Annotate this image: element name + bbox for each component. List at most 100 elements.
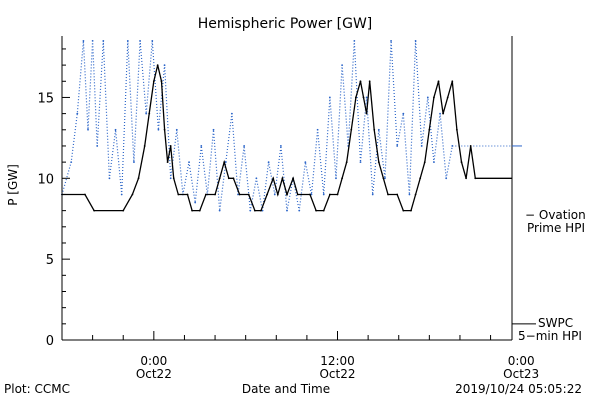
swpc-series-point (253, 209, 256, 212)
swpc-series-point (191, 209, 194, 212)
ovation-series-point (91, 39, 94, 42)
ovation-series-point (163, 64, 166, 67)
ovation-series-point (230, 112, 233, 115)
swpc-series-point (156, 64, 159, 67)
swpc-series-point (218, 177, 221, 180)
ovation-series-point (396, 145, 399, 147)
swpc-series-point (469, 145, 472, 147)
ovation-series-point (365, 96, 368, 99)
swpc-series-point (152, 80, 155, 83)
ovation-series-point (200, 145, 203, 147)
ovation-series-line (61, 40, 453, 211)
swpc-series-point (247, 193, 250, 196)
ovation-series-point (304, 161, 307, 164)
ovation-series-point (335, 177, 337, 180)
swpc-series-point (451, 80, 454, 83)
ovation-series-point (384, 177, 386, 180)
swpc-series-point (336, 193, 339, 196)
swpc-series-point (368, 80, 371, 83)
ovation-series-point (151, 39, 154, 42)
ovation-series-point (218, 209, 221, 212)
ovation-series-point (255, 177, 258, 180)
swpc-series-point (382, 177, 385, 180)
ovation-series-point (408, 193, 411, 196)
ovation-series-point (169, 177, 172, 180)
ovation-series-point (451, 145, 454, 147)
swpc-series-point (322, 209, 325, 212)
ovation-series-point (316, 128, 319, 131)
y-tick-label: 10 (37, 172, 54, 187)
swpc-series-point (359, 80, 362, 83)
swpc-series-point (455, 128, 458, 131)
swpc-series-point (377, 161, 380, 164)
swpc-series-point (286, 193, 288, 196)
swpc-series-point (276, 193, 279, 196)
swpc-series-point (143, 145, 146, 147)
ovation-series-point (243, 145, 246, 147)
swpc-series-point (328, 193, 331, 196)
swpc-series-point (460, 161, 463, 164)
swpc-series-point (341, 177, 344, 180)
swpc-series-point (396, 193, 399, 196)
swpc-series-point (160, 80, 163, 83)
swpc-series-point (122, 209, 125, 212)
ovation-series-point (322, 193, 325, 196)
legend-swpc-line1: SWPC (538, 316, 573, 330)
swpc-series-point (373, 128, 376, 131)
swpc-series-point (93, 209, 96, 212)
ovation-series-point (133, 161, 135, 164)
x-tick-time-label: 0:00 (508, 354, 535, 368)
legend-swpc-line2: 5−min HPI (518, 329, 582, 343)
ovation-series-point (224, 161, 227, 164)
ovation-series-point (102, 39, 105, 42)
ovation-series-point (439, 112, 441, 115)
y-tick-label: 5 (46, 253, 54, 268)
swpc-series-point (419, 177, 422, 180)
ovation-series-point (261, 209, 264, 212)
swpc-series-point (223, 161, 226, 164)
ovation-series-point (426, 96, 429, 99)
ovation-series-point (377, 128, 380, 131)
legend-ovation-line1: − Ovation (525, 208, 586, 222)
swpc-series-point (198, 209, 201, 212)
y-axis-label: P [GW] (6, 164, 20, 206)
ovation-series-point (267, 161, 270, 164)
swpc-series-point (437, 80, 440, 83)
ovation-series-point (341, 64, 344, 67)
swpc-series-point (465, 177, 467, 180)
x-axis-label: Date and Time (242, 382, 330, 396)
ovation-series-point (286, 209, 288, 212)
ovation-series-point (70, 161, 73, 164)
ovation-series-point (194, 201, 197, 204)
swpc-series-point (362, 96, 365, 99)
ovation-series-point (96, 145, 99, 147)
ovation-series-point (279, 145, 282, 147)
legend-ovation-line2: Prime HPI (527, 221, 585, 235)
ovation-series-point (76, 112, 79, 115)
swpc-series-point (423, 161, 426, 164)
ovation-series-point (420, 145, 423, 147)
swpc-series-point (238, 193, 241, 196)
x-tick-date-label: Oct22 (319, 367, 355, 381)
swpc-series-point (350, 128, 353, 131)
ovation-series-point (114, 128, 117, 131)
swpc-series-point (433, 96, 435, 99)
ovation-series-point (402, 112, 405, 115)
swpc-series-point (214, 193, 216, 196)
swpc-series-point (266, 193, 269, 196)
footer-timestamp: 2019/10/24 05:05:22 (455, 382, 582, 396)
ovation-series-point (359, 161, 362, 164)
ovation-series-point (445, 177, 448, 180)
swpc-series-point (172, 177, 175, 180)
x-tick-date-label: Oct23 (503, 367, 539, 381)
ovation-series-point (328, 96, 331, 99)
swpc-series-point (410, 209, 412, 212)
swpc-series-point (84, 193, 86, 196)
swpc-series-point (414, 193, 417, 196)
ovation-series-point (175, 128, 178, 131)
swpc-series-point (442, 112, 445, 115)
ovation-series-point (414, 39, 417, 42)
ovation-series-point (353, 39, 356, 42)
swpc-series-point (131, 193, 134, 196)
swpc-series-point (260, 209, 262, 212)
